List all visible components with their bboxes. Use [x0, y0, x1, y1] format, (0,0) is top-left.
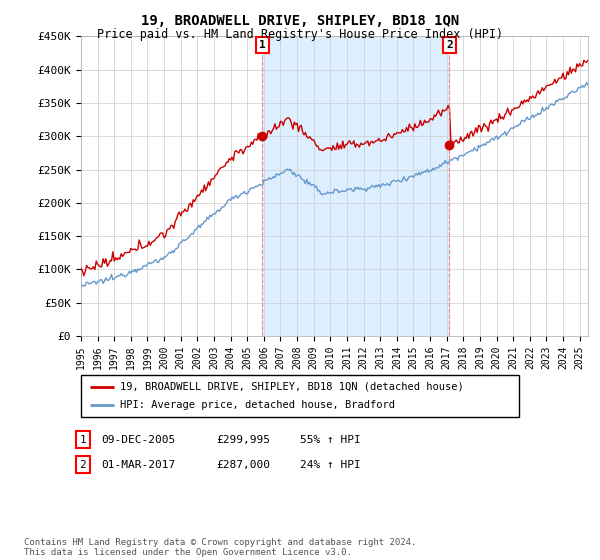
Text: 2: 2	[446, 40, 453, 50]
Text: £299,995: £299,995	[216, 435, 270, 445]
FancyBboxPatch shape	[81, 375, 519, 417]
Text: 09-DEC-2005: 09-DEC-2005	[101, 435, 175, 445]
Text: 19, BROADWELL DRIVE, SHIPLEY, BD18 1QN (detached house): 19, BROADWELL DRIVE, SHIPLEY, BD18 1QN (…	[121, 382, 464, 392]
Text: Contains HM Land Registry data © Crown copyright and database right 2024.
This d: Contains HM Land Registry data © Crown c…	[24, 538, 416, 557]
Text: 24% ↑ HPI: 24% ↑ HPI	[300, 460, 361, 470]
Text: 1: 1	[259, 40, 266, 50]
Text: 01-MAR-2017: 01-MAR-2017	[101, 460, 175, 470]
Text: £287,000: £287,000	[216, 460, 270, 470]
Text: 1: 1	[79, 435, 86, 445]
Text: 2: 2	[79, 460, 86, 470]
Bar	[262, 36, 449, 336]
Text: Price paid vs. HM Land Registry's House Price Index (HPI): Price paid vs. HM Land Registry's House …	[97, 28, 503, 41]
Text: HPI: Average price, detached house, Bradford: HPI: Average price, detached house, Brad…	[121, 400, 395, 410]
Text: 55% ↑ HPI: 55% ↑ HPI	[300, 435, 361, 445]
Text: 19, BROADWELL DRIVE, SHIPLEY, BD18 1QN: 19, BROADWELL DRIVE, SHIPLEY, BD18 1QN	[141, 14, 459, 28]
